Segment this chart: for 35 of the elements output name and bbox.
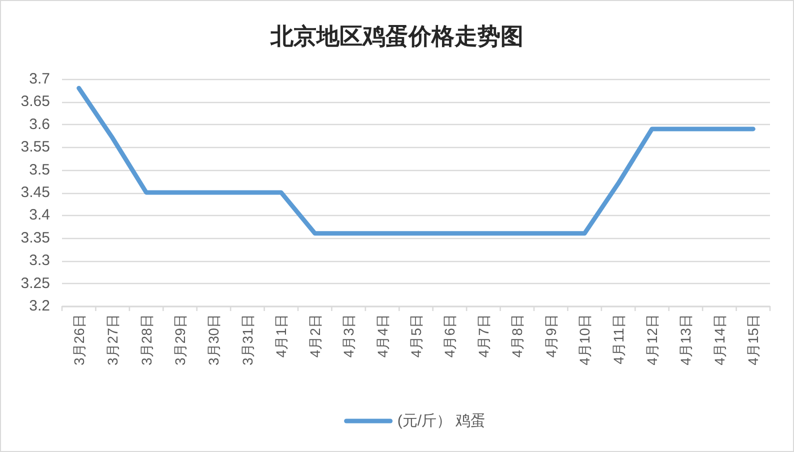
x-tick-label: 3月29日 bbox=[172, 314, 188, 366]
x-tick-label: 4月2日 bbox=[306, 314, 323, 358]
x-tick-label: 3月28日 bbox=[138, 314, 154, 366]
y-tick-label: 3.65 bbox=[20, 93, 50, 110]
x-tick-label: 4月9日 bbox=[542, 314, 559, 358]
x-tick-label: 3月26日 bbox=[70, 314, 87, 366]
y-tick-label: 3.2 bbox=[29, 298, 50, 314]
y-tick-label: 3.25 bbox=[20, 274, 50, 292]
x-tick-label: 4月7日 bbox=[475, 314, 492, 358]
x-tick-label: 4月4日 bbox=[374, 314, 390, 358]
legend-label: (元/斤） 鸡蛋 bbox=[397, 412, 486, 430]
y-tick-label: 3.5 bbox=[29, 161, 50, 178]
x-tick-label: 4月10日 bbox=[576, 314, 593, 366]
x-tick-label: 4月14日 bbox=[711, 314, 728, 366]
x-tick-label: 4月12日 bbox=[644, 314, 660, 366]
x-tick-label: 4月3日 bbox=[340, 314, 357, 358]
y-tick-label: 3.3 bbox=[29, 252, 50, 270]
line-series bbox=[76, 86, 756, 236]
x-tick-label: 4月11日 bbox=[610, 314, 626, 364]
y-tick-label: 3.7 bbox=[29, 70, 50, 88]
x-tick-label: 3月30日 bbox=[206, 314, 222, 366]
x-tick-label: 3月31日 bbox=[239, 314, 256, 366]
x-tick-label: 4月8日 bbox=[509, 314, 526, 358]
y-tick-label: 3.35 bbox=[20, 229, 50, 246]
y-tick-label: 3.6 bbox=[29, 116, 50, 133]
x-tick-label: 3月27日 bbox=[104, 314, 121, 366]
x-tick-label: 4月6日 bbox=[442, 314, 458, 358]
y-tick-label: 3.55 bbox=[20, 138, 50, 156]
x-tick-label: 4月15日 bbox=[745, 314, 762, 366]
chart-title: 北京地区鸡蛋价格走势图 bbox=[270, 23, 524, 49]
y-tick-label: 3.4 bbox=[29, 206, 50, 224]
x-tick-label: 4月5日 bbox=[408, 314, 424, 358]
x-tick-label: 4月13日 bbox=[678, 314, 694, 366]
x-tick-label: 4月1日 bbox=[273, 314, 290, 358]
y-tick-label: 3.45 bbox=[20, 184, 50, 201]
